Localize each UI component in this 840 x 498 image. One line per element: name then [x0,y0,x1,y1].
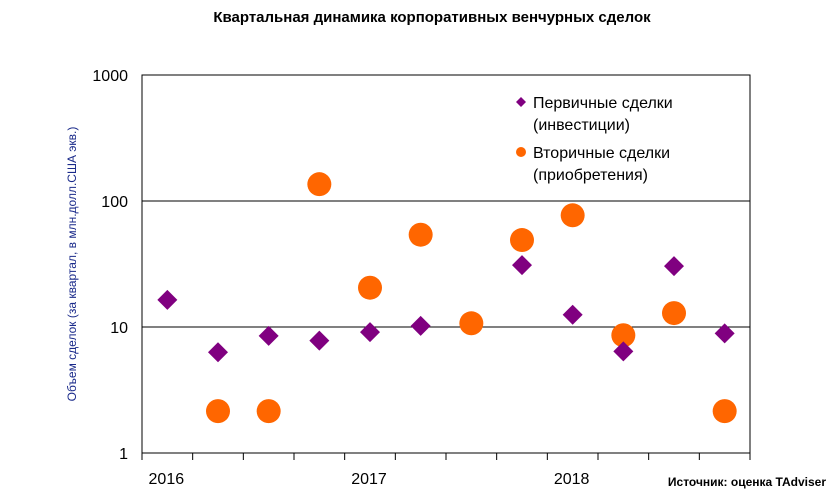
primary-deal-point [613,341,634,362]
secondary-deal-point [307,172,332,197]
x-tick-label: 2016 [149,471,185,488]
secondary-deal-point [408,222,433,247]
legend-diamond-marker [516,97,526,107]
y-axis-label: Объем сделок (за квартал, в млн.долл.США… [65,127,79,402]
primary-deal-point [410,315,431,336]
legend-label-secondary-2: (приобретения) [533,167,648,184]
primary-deal-point [562,304,583,325]
primary-deal-point [208,342,228,363]
primary-deal-point [664,256,684,277]
primary-deal-point [309,330,330,351]
source-note: Источник: оценка TAdviser [668,475,826,489]
secondary-deal-point [206,399,230,424]
primary-deal-point [360,322,380,343]
y-tick-label: 10 [110,320,128,337]
secondary-deal-point [256,399,281,424]
secondary-deal-point [560,203,585,228]
secondary-deal-point [611,323,636,348]
primary-deal-point [157,289,178,310]
primary-deal-point [714,323,735,344]
y-tick-label: 1 [119,446,128,463]
chart-title: Квартальная динамика корпоративных венчу… [213,9,651,26]
x-tick-label: 2017 [351,471,387,488]
secondary-deal-point [358,275,382,300]
primary-deal-point [512,255,532,276]
legend-label-primary-2: (инвестиции) [533,117,630,134]
y-tick-label: 1000 [92,68,128,85]
primary-deal-point [258,325,279,346]
x-tick-label: 2018 [554,471,590,488]
legend-circle-marker [516,147,526,157]
legend-label-primary-1: Первичные сделки [533,95,673,112]
legend: Первичные сделки (инвестиции) Вторичные … [516,95,673,184]
plot-area [141,74,751,454]
legend-label-secondary-1: Вторичные сделки [533,145,670,162]
secondary-deal-point [662,301,686,326]
secondary-deal-point [510,228,534,253]
secondary-deal-point [459,311,484,336]
secondary-deal-point [712,399,737,424]
y-tick-label: 100 [101,194,128,211]
